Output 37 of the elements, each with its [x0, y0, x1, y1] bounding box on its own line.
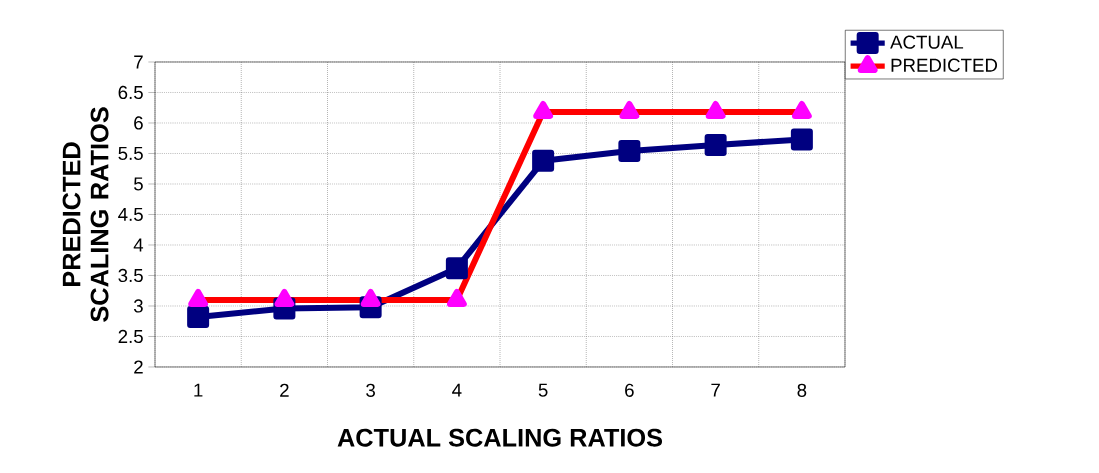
point	[188, 288, 209, 307]
point	[446, 288, 467, 307]
y-axis-title: PREDICTED SCALING RATIOS	[62, 107, 109, 322]
y-tick-label: 2	[134, 360, 143, 374]
point	[791, 101, 812, 120]
y-tick-label: 2.5	[118, 329, 143, 344]
y-tick-label: 4.5	[118, 207, 143, 222]
x-tick-label: 1	[194, 383, 203, 397]
legend-label: ACTUAL	[890, 35, 964, 49]
point	[274, 288, 295, 307]
legend-label: PREDICTED	[891, 58, 998, 72]
x-tick-label: 8	[797, 383, 807, 397]
y-tick-label: 3.5	[118, 268, 143, 283]
point	[704, 133, 727, 156]
point	[445, 257, 468, 280]
point	[705, 101, 726, 120]
y-tick-label: 3	[133, 299, 143, 313]
y-tick-label: 5	[134, 177, 143, 191]
x-tick-label: 2	[280, 383, 289, 397]
point	[619, 101, 640, 120]
x-tick-label: 6	[625, 383, 634, 397]
y-tick-label: 7	[134, 55, 143, 69]
y-tick-label: 6	[134, 116, 143, 130]
y-tick-label: 5.5	[118, 146, 143, 161]
point	[532, 149, 555, 172]
x-axis-title: ACTUAL SCALING RATIOS	[337, 428, 663, 447]
point	[790, 128, 813, 151]
y-tick-label: 4	[133, 238, 144, 252]
y-tick-label: 6.5	[118, 85, 143, 100]
x-tick-label: 5	[538, 383, 548, 397]
point	[187, 305, 210, 328]
x-tick-label: 3	[366, 383, 375, 397]
x-tick-label: 7	[711, 383, 720, 397]
point	[533, 101, 554, 120]
point	[360, 288, 381, 307]
point	[618, 140, 641, 163]
x-tick-label: 4	[452, 383, 462, 397]
